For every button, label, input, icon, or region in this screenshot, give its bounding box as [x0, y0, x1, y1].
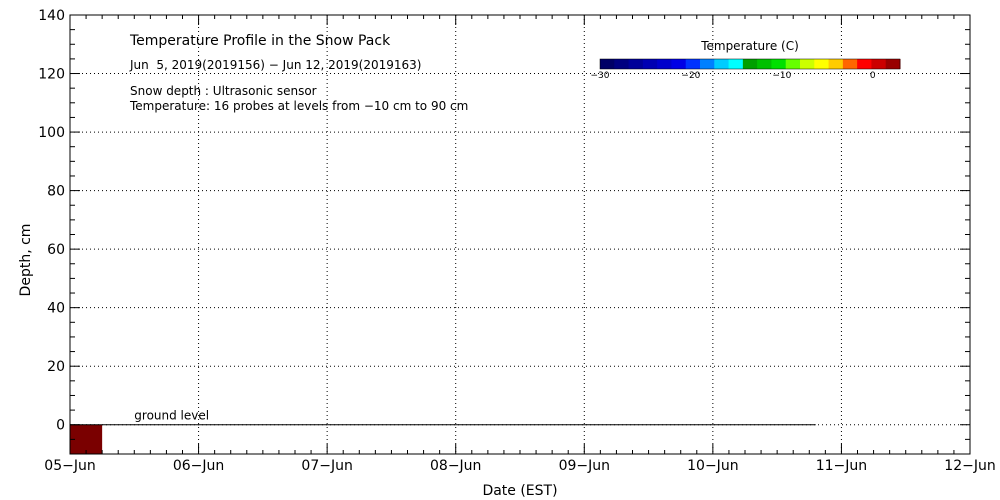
chart-subtitle: Jun 5, 2019(2019156) − Jun 12, 2019(2019…	[129, 58, 421, 72]
colorbar-swatch	[600, 59, 615, 69]
chart-title: Temperature Profile in the Snow Pack	[129, 33, 391, 49]
colorbar-tick-label: 0	[870, 71, 876, 81]
colorbar-label: Temperature (C)	[700, 39, 799, 53]
colorbar-swatch	[714, 59, 730, 69]
x-tick-label: 10−Jun	[687, 458, 738, 474]
colorbar-swatch	[614, 59, 630, 69]
colorbar-swatch	[685, 59, 701, 69]
note-snow-depth: Snow depth : Ultrasonic sensor	[130, 84, 317, 98]
x-axis-label: Date (EST)	[482, 483, 557, 499]
axes	[69, 14, 971, 455]
x-tick-label: 12−Jun	[944, 458, 995, 474]
colorbar-tick-label: −20	[681, 71, 700, 81]
x-tick-label: 05−Jun	[44, 458, 95, 474]
y-axis-label: Depth, cm	[18, 224, 34, 297]
colorbar-swatch	[785, 59, 801, 69]
y-tick-label: 80	[47, 184, 65, 200]
grid-lines	[70, 15, 970, 454]
ground-level-line: ground level	[70, 409, 816, 426]
colorbar-swatch	[728, 59, 744, 69]
colorbar-swatch	[642, 59, 658, 69]
y-tick-label: 100	[38, 125, 65, 141]
colorbar-swatch	[842, 59, 858, 69]
colorbar-swatch	[885, 59, 901, 69]
x-tick-label: 07−Jun	[301, 458, 352, 474]
y-tick-label: 120	[38, 67, 65, 83]
colorbar-swatch	[700, 59, 715, 69]
colorbar-legend: Temperature (C) −30 −20 −10 0	[591, 39, 901, 81]
colorbar-swatch	[657, 59, 672, 69]
y-tick-label: 60	[47, 242, 65, 258]
colorbar-swatch	[828, 59, 844, 69]
ground-level-label: ground level	[134, 409, 209, 423]
y-tick-label: 40	[47, 301, 65, 317]
x-tick-label: 09−Jun	[559, 458, 610, 474]
y-tick-label: 20	[47, 359, 65, 375]
colorbar-swatch	[742, 59, 758, 69]
colorbar-swatch	[757, 59, 772, 69]
colorbar-swatch	[814, 59, 830, 69]
colorbar-border	[599, 58, 901, 70]
plot-frame	[69, 14, 971, 455]
heatmap-cell	[70, 424, 103, 454]
heatmap-cells	[70, 424, 103, 454]
colorbar-swatch	[857, 59, 872, 69]
note-temperature-probes: Temperature: 16 probes at levels from −1…	[129, 99, 468, 113]
colorbar-swatch	[671, 59, 687, 69]
x-tick-label: 06−Jun	[173, 458, 224, 474]
colorbar-swatch	[800, 59, 815, 69]
colorbar-swatch	[628, 59, 644, 69]
axis-labels: 05−Jun 06−Jun 07−Jun 08−Jun 09−Jun 10−Jun 11−J…	[38, 8, 995, 474]
colorbar-tick-label: −10	[772, 71, 791, 81]
y-tick-label: 0	[56, 418, 65, 434]
colorbar-swatch	[871, 59, 887, 69]
x-tick-label: 08−Jun	[430, 458, 481, 474]
x-tick-label: 11−Jun	[816, 458, 867, 474]
colorbar-swatch	[771, 59, 787, 69]
colorbar-tick-label: −30	[591, 71, 610, 81]
y-tick-label: 140	[38, 8, 65, 24]
